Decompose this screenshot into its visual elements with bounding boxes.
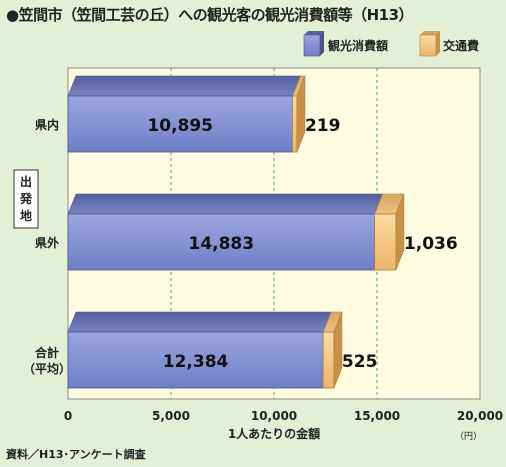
- bar-transport: [374, 213, 397, 271]
- bar-side: [296, 75, 306, 153]
- x-tick-label: 20,000: [457, 409, 503, 423]
- x-tick-label: 0: [64, 409, 72, 423]
- data-label-transport: 219: [305, 116, 341, 136]
- legend: 観光消費額 交通費: [303, 31, 479, 57]
- y-axis-title-char: 出: [20, 174, 32, 189]
- bar-top-spending: [67, 75, 301, 97]
- bar-spending: [67, 95, 293, 153]
- x-axis: 0 5,000 10,000 15,000 20,000: [64, 409, 503, 423]
- legend-swatch-spending: [303, 34, 321, 57]
- bar-top-spending: [67, 193, 384, 215]
- bar-spending: [67, 213, 375, 271]
- y-axis-title-char: 地: [20, 208, 32, 223]
- x-axis-unit: （円）: [455, 431, 482, 442]
- bar-side: [333, 311, 343, 389]
- category-label: 合計: [35, 345, 59, 360]
- category-label: 県外: [35, 235, 59, 250]
- data-label-spending: 10,895: [147, 116, 213, 136]
- legend-swatch-transport: [419, 34, 437, 57]
- bars: 10,895 219 14,883 1,036 12,384 525: [67, 75, 458, 389]
- legend-label-transport: 交通費: [443, 38, 479, 53]
- category-label: （平均）: [23, 361, 71, 376]
- x-tick-label: 5,000: [152, 409, 190, 423]
- x-axis-title: 1人あたりの金額: [228, 426, 320, 441]
- bar-transport: [292, 95, 298, 153]
- legend-label-spending: 観光消費額: [328, 38, 388, 53]
- bar-transport: [322, 331, 335, 389]
- x-tick-label: 15,000: [354, 409, 400, 423]
- source-note: 資料／H13･アンケート調査: [6, 448, 146, 461]
- y-axis-title-char: 発: [19, 191, 33, 206]
- x-tick-label: 10,000: [251, 409, 297, 423]
- data-label-transport: 525: [342, 352, 378, 372]
- data-label-transport: 1,036: [404, 234, 458, 254]
- data-label-spending: 12,384: [163, 352, 229, 372]
- bar-spending: [67, 331, 324, 389]
- y-axis-title: 出発地: [13, 169, 39, 229]
- bar-top-spending: [67, 311, 332, 333]
- data-label-spending: 14,883: [188, 234, 254, 254]
- category-label: 県内: [35, 117, 59, 132]
- chart-title: ●笠間市（笠間工芸の丘）への観光客の観光消費額等（H13）: [6, 6, 414, 24]
- bar-side: [395, 193, 405, 271]
